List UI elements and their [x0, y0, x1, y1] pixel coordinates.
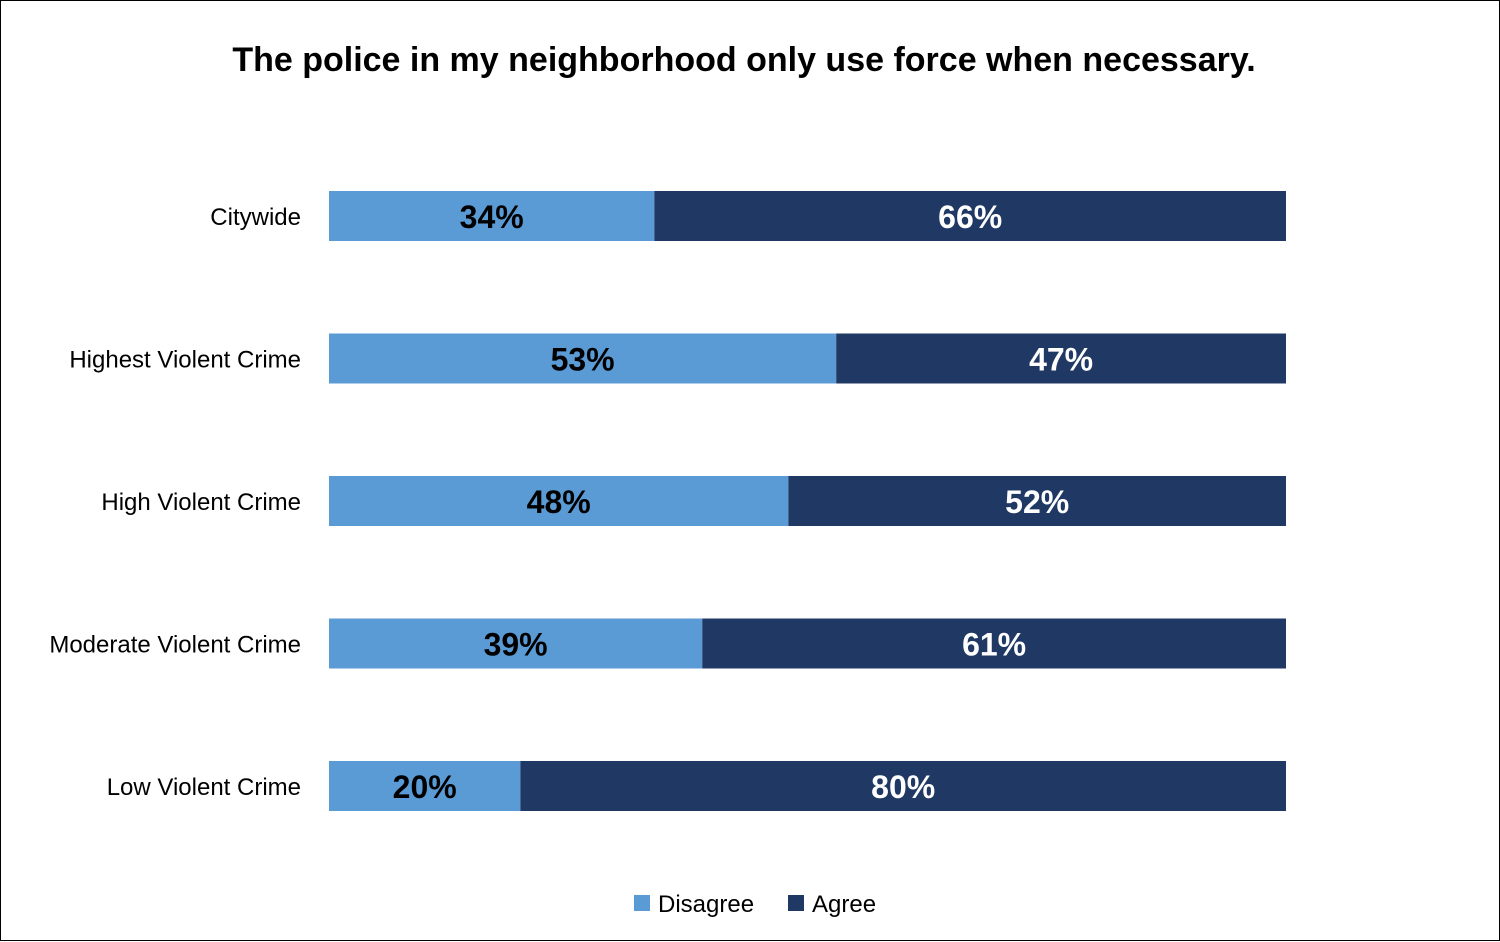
legend-swatch-agree: [788, 895, 804, 911]
data-label-disagree: 34%: [460, 199, 524, 235]
category-label: High Violent Crime: [101, 489, 301, 516]
bars-layer: Citywide 34% 66% Highest Violent Crime 53% 47…: [49, 191, 1286, 811]
legend-label-agree: Agree: [812, 891, 876, 918]
category-label: Highest Violent Crime: [69, 347, 301, 374]
data-label-agree: 52%: [1005, 484, 1069, 520]
bar-agree: [836, 333, 1286, 384]
data-label-agree: 61%: [962, 627, 1026, 663]
data-label-agree: 66%: [938, 199, 1002, 235]
legend-swatch-disagree: [634, 895, 650, 911]
bar-disagree: [329, 476, 789, 526]
data-label-agree: 80%: [871, 769, 935, 805]
bar-agree: [702, 618, 1286, 669]
bar-disagree: [329, 333, 837, 384]
bar-agree: [654, 191, 1286, 241]
legend-label-disagree: Disagree: [658, 891, 754, 918]
data-label-disagree: 20%: [393, 769, 457, 805]
chart-title: The police in my neighborhood only use f…: [232, 41, 1255, 79]
data-label-disagree: 39%: [484, 627, 548, 663]
legend: Disagree Agree: [634, 891, 876, 918]
data-label-disagree: 53%: [551, 342, 615, 378]
bar-agree: [788, 476, 1286, 526]
bar-disagree: [329, 761, 521, 811]
category-label: Low Violent Crime: [107, 774, 301, 801]
data-label-disagree: 48%: [527, 484, 591, 520]
bar-disagree: [329, 618, 703, 669]
category-label: Moderate Violent Crime: [49, 632, 301, 659]
bar-agree: [520, 761, 1286, 811]
category-label: Citywide: [210, 204, 301, 231]
data-label-agree: 47%: [1029, 342, 1093, 378]
bar-disagree: [329, 191, 655, 241]
